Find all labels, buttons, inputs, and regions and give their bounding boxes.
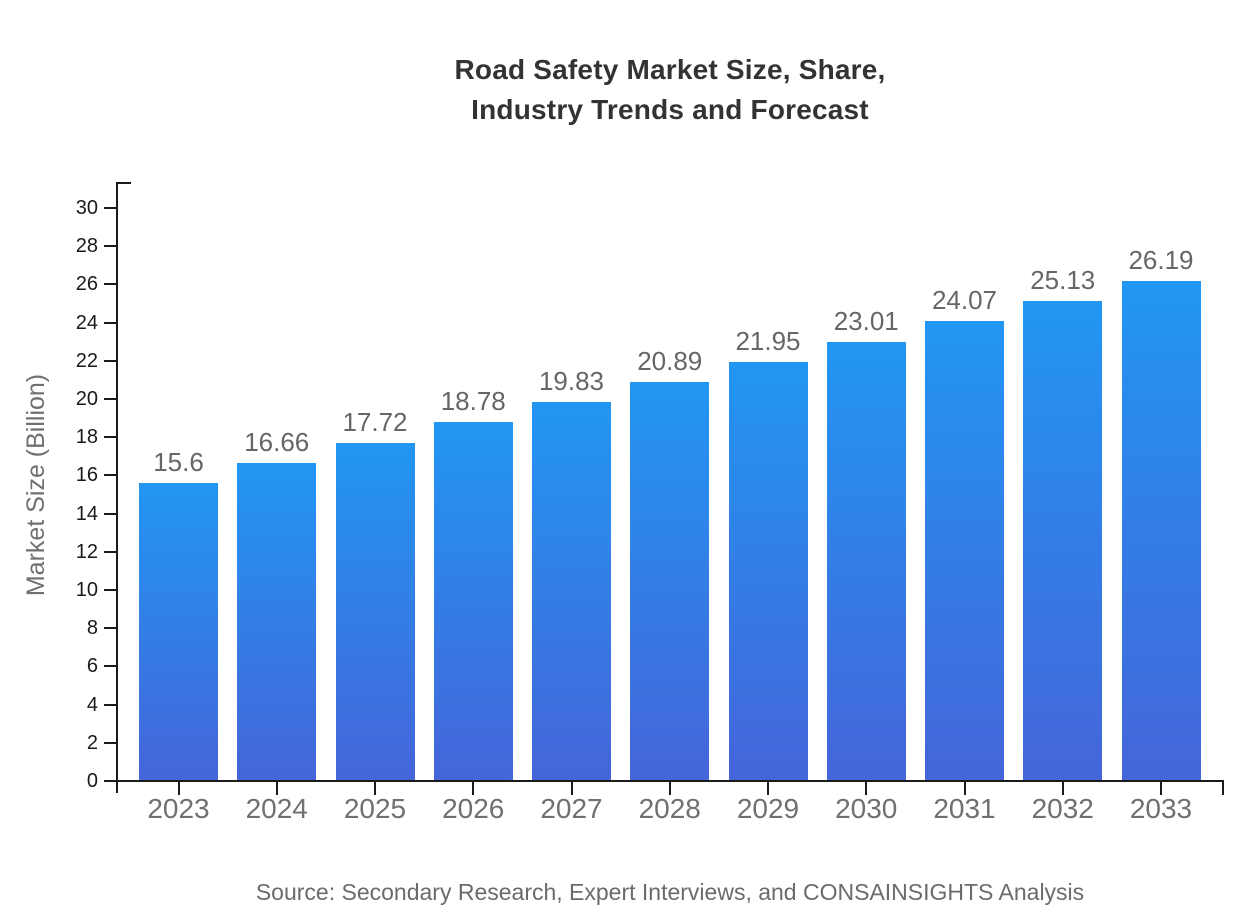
bar xyxy=(728,361,808,780)
y-tick-label: 8 xyxy=(86,617,98,640)
x-tick xyxy=(177,781,180,795)
y-tick xyxy=(104,780,116,782)
x-tick xyxy=(570,781,573,795)
y-axis-line xyxy=(116,182,118,793)
bar-value-label: 17.72 xyxy=(342,406,408,437)
x-axis-end-tick xyxy=(1222,781,1224,795)
x-tick-label: 2032 xyxy=(1031,793,1094,824)
x-tick xyxy=(865,781,868,795)
y-tick xyxy=(104,627,116,630)
y-tick-label: 26 xyxy=(75,273,98,296)
bar xyxy=(1121,280,1201,780)
bar-value-label: 20.89 xyxy=(637,346,703,376)
y-tick xyxy=(104,550,116,553)
source-attribution: Source: Secondary Research, Expert Inter… xyxy=(255,879,1085,905)
bar-value-label: 18.78 xyxy=(440,386,506,417)
y-tick-label: 2 xyxy=(86,731,98,754)
x-tick xyxy=(472,781,475,795)
chart-title-line-2: Industry Trends and Forecast xyxy=(471,94,869,125)
x-tick xyxy=(275,781,278,795)
bar xyxy=(237,462,317,780)
y-tick-label: 30 xyxy=(75,197,98,219)
x-tick-label: 2025 xyxy=(343,793,407,824)
y-tick xyxy=(104,398,116,400)
y-tick-label: 16 xyxy=(75,464,98,487)
y-tick xyxy=(104,474,116,477)
x-tick-label: 2024 xyxy=(245,793,308,824)
x-tick-label: 2030 xyxy=(835,793,898,824)
bar xyxy=(433,422,513,780)
y-tick-label: 0 xyxy=(86,770,98,792)
bar-value-label: 15.6 xyxy=(153,447,204,478)
y-tick-label: 20 xyxy=(75,388,98,410)
y-axis-end-cap xyxy=(118,182,131,184)
x-tick-label: 2027 xyxy=(540,793,603,824)
bar-value-label: 23.01 xyxy=(833,305,899,336)
x-axis-line xyxy=(106,780,1224,782)
y-tick-label: 4 xyxy=(86,693,98,716)
bar xyxy=(335,442,415,780)
y-tick xyxy=(104,321,116,324)
bar-value-label: 16.66 xyxy=(244,426,310,457)
bar-value-label: 19.83 xyxy=(538,366,605,397)
bar xyxy=(630,382,710,780)
bar xyxy=(925,321,1004,780)
bar-value-label: 21.95 xyxy=(735,325,801,356)
y-tick-label: 6 xyxy=(86,655,98,678)
bar xyxy=(1023,301,1103,780)
y-tick-label: 18 xyxy=(75,426,98,449)
bar-value-label: 25.13 xyxy=(1030,265,1096,296)
x-tick-label: 2031 xyxy=(933,793,996,824)
y-tick-label: 24 xyxy=(75,311,98,334)
y-tick xyxy=(104,283,116,286)
bar xyxy=(532,402,611,780)
y-tick xyxy=(104,207,116,209)
y-tick-label: 22 xyxy=(75,349,98,372)
y-tick-label: 28 xyxy=(75,235,98,258)
y-tick-label: 12 xyxy=(75,540,98,563)
bar xyxy=(826,341,906,780)
x-tick xyxy=(1160,781,1162,795)
x-tick xyxy=(963,781,966,795)
y-tick xyxy=(104,436,116,439)
chart-title-line-1: Road Safety Market Size, Share, xyxy=(454,54,886,85)
x-tick xyxy=(1061,781,1064,795)
y-tick xyxy=(104,512,116,515)
y-tick xyxy=(104,741,116,744)
bar-value-label: 24.07 xyxy=(931,285,998,316)
x-tick-label: 2023 xyxy=(147,793,210,824)
x-tick-label: 2026 xyxy=(442,793,505,824)
y-tick-label: 10 xyxy=(75,579,98,601)
y-tick xyxy=(104,359,116,362)
bar xyxy=(139,483,218,780)
bar-value-label: 26.19 xyxy=(1128,244,1194,275)
x-tick-label: 2028 xyxy=(638,793,701,824)
y-tick xyxy=(104,245,116,248)
y-tick xyxy=(104,589,116,591)
x-tick xyxy=(668,781,671,795)
y-tick xyxy=(104,703,116,706)
x-tick-label: 2029 xyxy=(736,793,800,824)
y-tick-label: 14 xyxy=(75,502,98,525)
x-tick-label: 2033 xyxy=(1129,793,1193,824)
x-tick xyxy=(374,781,376,795)
x-tick xyxy=(767,781,769,795)
y-tick xyxy=(104,665,116,668)
